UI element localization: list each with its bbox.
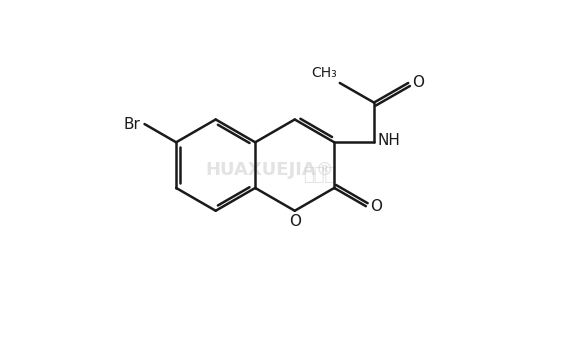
Text: Br: Br <box>124 117 140 131</box>
Text: NH: NH <box>378 133 401 148</box>
Text: HUAXUEJIA®: HUAXUEJIA® <box>206 161 334 179</box>
Text: O: O <box>289 214 301 229</box>
Text: CH₃: CH₃ <box>311 66 337 80</box>
Text: O: O <box>412 76 424 90</box>
Text: O: O <box>370 199 382 214</box>
Text: 化学加: 化学加 <box>303 166 336 184</box>
